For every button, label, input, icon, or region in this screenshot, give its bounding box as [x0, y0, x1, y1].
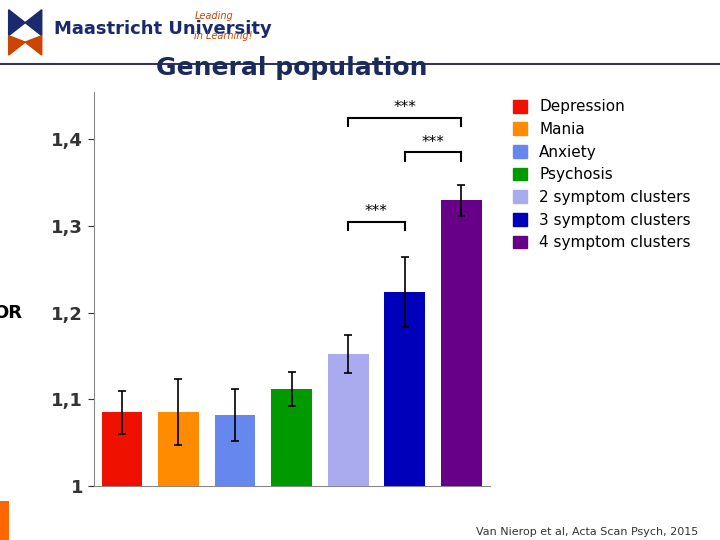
Text: Leading: Leading	[194, 11, 233, 21]
Polygon shape	[25, 36, 42, 55]
Text: Maastricht University: Maastricht University	[54, 20, 271, 38]
Text: Van Nierop et al, Acta Scan Psych, 2015: Van Nierop et al, Acta Scan Psych, 2015	[476, 527, 698, 537]
Bar	[384, 292, 425, 486]
Text: OR: OR	[0, 303, 22, 322]
Polygon shape	[25, 10, 42, 36]
Polygon shape	[9, 36, 25, 55]
Bar	[158, 413, 199, 486]
Bar	[0, 501, 9, 540]
Bar	[441, 200, 482, 486]
Title: General population: General population	[156, 56, 428, 80]
Bar	[215, 415, 256, 486]
Text: ***: ***	[365, 204, 388, 219]
Bar	[271, 389, 312, 486]
Text: Faculty name: Faculty name	[14, 511, 140, 530]
Text: ***: ***	[422, 135, 444, 150]
Text: in Learning!: in Learning!	[194, 31, 253, 40]
Text: ***: ***	[393, 100, 416, 115]
Bar	[328, 354, 369, 486]
Polygon shape	[9, 10, 25, 36]
Bar	[102, 413, 143, 486]
Legend: Depression, Mania, Anxiety, Psychosis, 2 symptom clusters, 3 symptom clusters, 4: Depression, Mania, Anxiety, Psychosis, 2…	[513, 99, 690, 250]
